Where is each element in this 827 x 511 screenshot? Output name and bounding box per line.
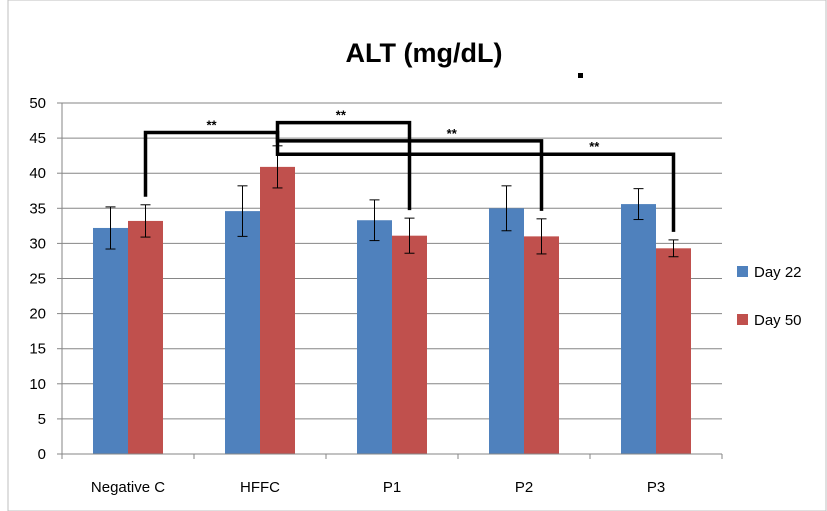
y-tick-label: 10: [29, 376, 46, 393]
axes: [61, 103, 723, 459]
error-bars: [105, 145, 679, 258]
y-tick-label: 50: [29, 95, 46, 112]
bar-day-50: [128, 220, 163, 454]
x-category-label: P2: [515, 479, 533, 496]
x-category-label: Negative C: [91, 479, 165, 496]
y-tick-label: 30: [29, 235, 46, 252]
x-category-label: P3: [647, 479, 665, 496]
y-tick-label: 20: [29, 306, 46, 323]
significance-bracket: [275, 137, 676, 232]
bar-day-50: [524, 236, 559, 454]
bar-day-22: [93, 227, 128, 454]
chart-title: ALT (mg/dL): [346, 38, 503, 68]
y-tick-label: 0: [38, 446, 46, 463]
category-labels: Negative C HFFC P1 P2 P3: [91, 479, 665, 496]
legend-label: Day 22: [754, 264, 802, 281]
bar-day-22: [357, 220, 392, 454]
y-tick-label: 45: [29, 130, 46, 147]
x-category-label: P1: [383, 479, 401, 496]
y-axis-ticks: 0 5 10 15 20 25 30 35 40 45 50: [29, 95, 62, 463]
legend-swatch-day-50: [737, 314, 748, 325]
significance-label: **: [447, 126, 458, 141]
y-tick-label: 35: [29, 200, 46, 217]
legend-swatch-day-22: [737, 266, 748, 277]
significance-label: **: [589, 139, 600, 154]
legend: Day 22 Day 50: [737, 264, 802, 329]
y-tick-label: 40: [29, 165, 46, 182]
title-dot: [578, 73, 583, 78]
y-tick-label: 5: [38, 411, 46, 428]
x-category-label: HFFC: [240, 479, 280, 496]
significance-label: **: [206, 117, 217, 132]
significance-brackets: ** ** ** **: [143, 108, 676, 232]
significance-bracket: [275, 120, 412, 211]
bar-day-22: [225, 211, 260, 454]
bar-day-50: [260, 166, 295, 454]
bars: [93, 166, 691, 454]
y-tick-label: 25: [29, 271, 46, 288]
y-tick-label: 15: [29, 341, 46, 358]
bar-day-50: [656, 248, 691, 454]
bar-day-22: [489, 208, 524, 454]
bar-day-50: [392, 235, 427, 454]
bar-day-22: [621, 204, 656, 454]
legend-label: Day 50: [754, 312, 802, 329]
significance-label: **: [336, 108, 347, 123]
